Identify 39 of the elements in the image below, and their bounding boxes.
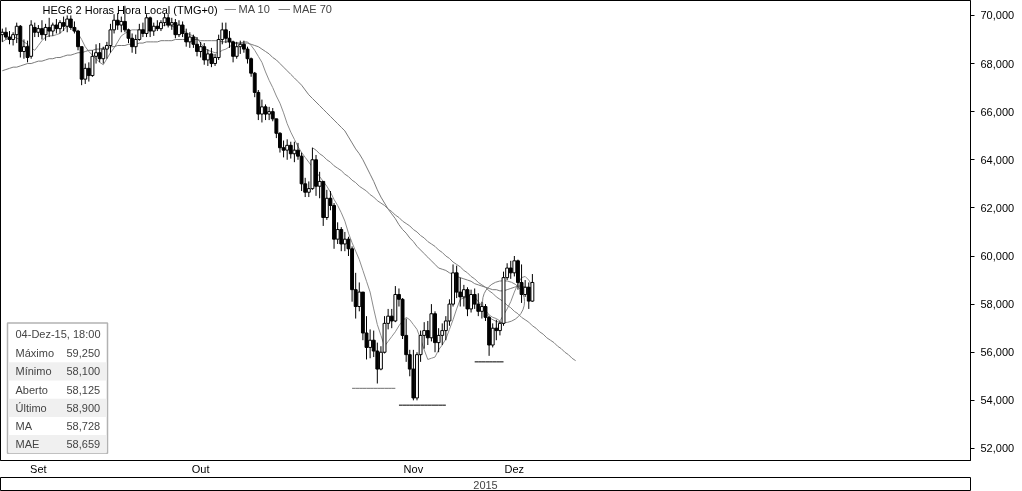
y-tick-label: 66,000 (980, 105, 1015, 118)
legend-label: MAE 70 (292, 3, 332, 15)
candlestick (195, 36, 199, 57)
y-tick-label: 58,000 (980, 298, 1015, 311)
annotation: MA (15, 420, 33, 432)
y-tick-label: 70,000 (980, 9, 1015, 22)
y-tick-label: 68,000 (980, 57, 1015, 70)
candlestick (476, 292, 481, 317)
annotation: 58,100 (66, 365, 101, 378)
y-tick-label: 54,000 (980, 394, 1015, 407)
y-tick-label: 52,000 (980, 442, 1015, 455)
candlestick (130, 32, 135, 54)
y-tick-label: 60,000 (980, 250, 1015, 262)
candlestick (339, 226, 344, 252)
x-axis-title: 2015 (473, 478, 498, 491)
candlestick (40, 19, 44, 40)
annotation: Mínimo (15, 365, 52, 378)
annotation: 04-Dez-15, 18:00 (15, 328, 101, 341)
x-tick-label: Out (191, 462, 210, 475)
candlestick (223, 22, 228, 44)
x-tick-label: Set (30, 462, 47, 475)
annotation: 58,659 (66, 438, 101, 451)
y-tick-label: 62,000 (980, 201, 1015, 214)
annotation: MAE (15, 438, 40, 451)
y-tick-label: 64,000 (980, 153, 1015, 166)
candlestick (58, 19, 62, 34)
annotation: 58,125 (66, 383, 101, 396)
x-tick-label: Nov (403, 462, 424, 475)
annotation: 58,728 (66, 420, 101, 432)
annotation: Máximo (15, 347, 55, 360)
annotation: Último (15, 401, 47, 414)
candlestick (465, 286, 470, 317)
y-tick-label: 56,000 (980, 346, 1015, 359)
annotation: Aberto (15, 383, 48, 396)
x-tick-label: Dez (504, 462, 525, 475)
annotation: 59,250 (66, 347, 101, 360)
legend-label: MA 10 (238, 3, 270, 15)
annotation: 58,900 (66, 401, 101, 414)
candlestick (3, 26, 8, 40)
